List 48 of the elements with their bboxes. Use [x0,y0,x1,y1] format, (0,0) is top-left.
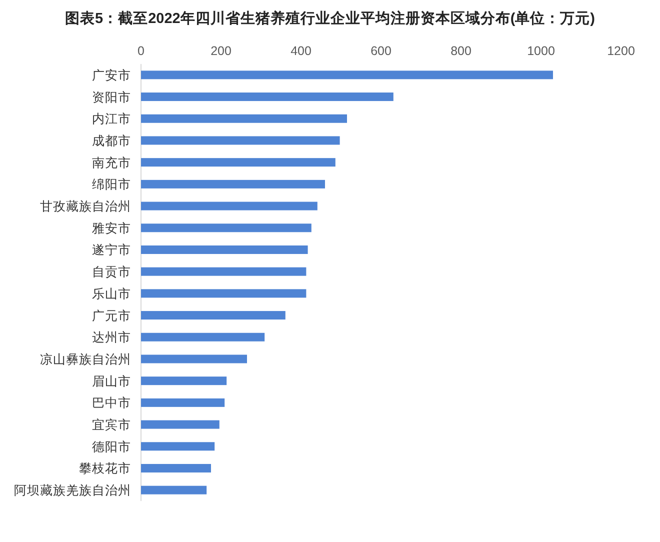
bar [141,398,225,407]
y-tick-label: 达州市 [92,330,131,345]
x-tick-label: 0 [138,44,145,58]
y-tick-label: 雅安市 [92,220,131,236]
bar [141,332,265,342]
y-tick-label: 绵阳市 [92,178,131,192]
bar [141,267,306,276]
bar [141,464,211,472]
x-tick-label: 400 [290,44,312,58]
bar [141,245,308,254]
bar [141,289,306,298]
x-tick-label: 200 [210,44,232,58]
bar [141,311,286,320]
bar [141,202,318,210]
bar [141,376,227,386]
y-tick-label: 广元市 [92,308,131,323]
x-tick-label: 600 [370,44,392,58]
y-tick-label: 德阳市 [92,440,131,454]
x-tick-label: 800 [450,44,472,58]
bar [141,70,553,80]
y-tick-label: 内江市 [92,112,131,126]
chart-title: 图表5：截至2022年四川省生猪养殖行业企业平均注册资本区域分布(单位：万元) [65,9,596,27]
x-tick-label: 1200 [607,44,635,58]
x-tick-label: 1000 [527,44,555,58]
y-tick-label: 广安市 [92,67,131,82]
bar [141,114,347,123]
bar [141,420,220,429]
y-tick-label: 攀枝花市 [79,462,131,476]
bar [141,158,336,167]
y-tick-label: 资阳市 [92,90,131,104]
y-tick-label: 成都市 [92,134,131,148]
bar [141,354,247,364]
y-tick-label: 甘孜藏族自治州 [40,200,131,214]
y-tick-label: 阿坝藏族羌族自治州 [14,484,131,498]
bar [141,92,394,102]
bar [141,224,312,232]
y-tick-label: 宜宾市 [92,417,131,432]
y-tick-label: 自贡市 [92,265,131,280]
bar [141,486,207,494]
y-tick-label: 凉山彝族自治州 [40,352,131,366]
y-tick-label: 南充市 [92,156,131,170]
y-tick-label: 巴中市 [92,396,131,410]
y-tick-label: 乐山市 [92,286,131,301]
bar [141,180,325,188]
y-tick-label: 眉山市 [92,374,131,388]
bar [141,442,215,451]
y-tick-label: 遂宁市 [92,242,131,258]
bar [141,136,340,145]
